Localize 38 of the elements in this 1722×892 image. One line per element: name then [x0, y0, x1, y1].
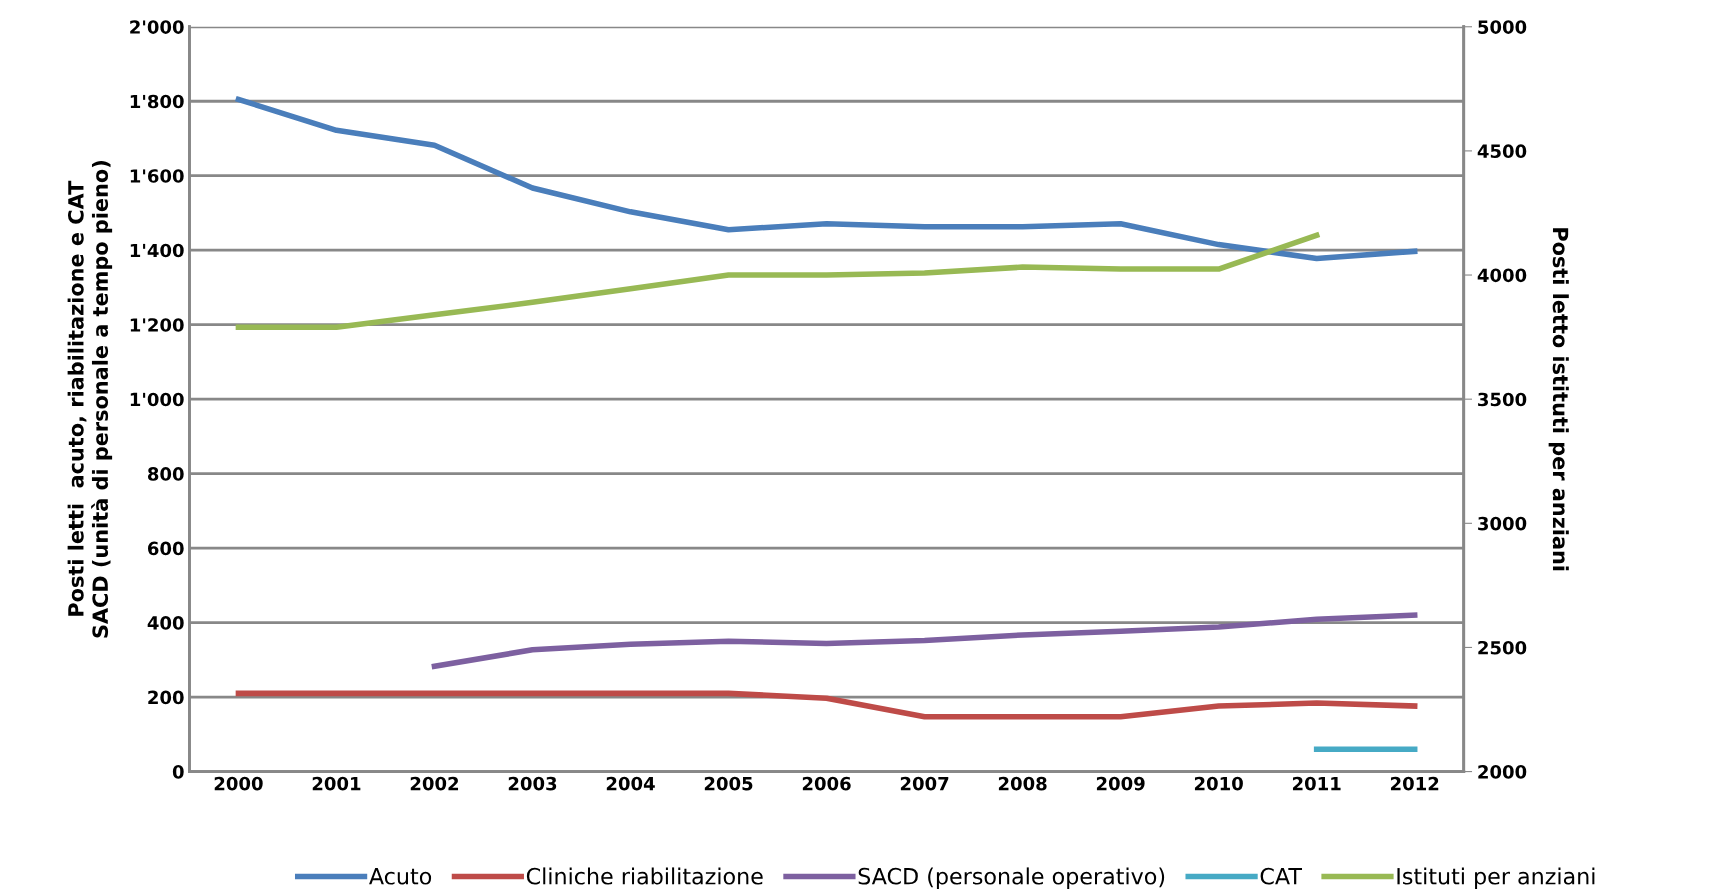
x-tick-label: 2011: [1292, 776, 1341, 791]
legend-label: Acuto: [369, 868, 432, 885]
x-tick-label: 2005: [704, 776, 753, 791]
legend-label: SACD (personale operativo): [858, 867, 1165, 889]
x-tick-label: 2008: [998, 776, 1047, 791]
y-tick-label: 600: [147, 541, 184, 556]
y2-tick-label: 5000: [1478, 20, 1527, 34]
x-tick-label: 2006: [802, 776, 851, 791]
y-tick-label: 200: [148, 690, 184, 705]
y2-tick-label: 3500: [1478, 392, 1527, 407]
y-tick-label: 1'600: [130, 169, 184, 183]
y-tick-label: 1'200: [130, 318, 184, 332]
y-tick-label: 400: [147, 616, 184, 630]
y2-tick-label: 2000: [1478, 765, 1527, 779]
legend-label: CAT: [1260, 867, 1303, 885]
x-tick-label: 2007: [900, 776, 949, 791]
y-tick-label: 1'000: [130, 392, 184, 407]
y-axis-title: Posti letti acuto, riabilitazione e CAT SACD (unità di personale a tempo pieno): [67, 161, 113, 638]
x-tick-label: 2000: [214, 776, 263, 791]
legend-label: Istituti per anziani: [1397, 867, 1595, 889]
y2-tick-label: 3000: [1478, 516, 1527, 531]
y-tick-label: 1'400: [130, 243, 184, 258]
x-tick-label: 2004: [606, 776, 655, 791]
legend-label: Cliniche riabilitazione: [526, 867, 763, 885]
y2-tick-label: 4000: [1477, 268, 1527, 283]
y2-axis-title: Posti letto istituti per anziani: [1548, 228, 1569, 571]
x-tick-label: 2012: [1390, 776, 1439, 791]
y-tick-label: 800: [147, 467, 184, 481]
y-tick-label: 2'000: [130, 20, 184, 34]
x-tick-label: 2002: [410, 776, 459, 791]
y2-tick-label: 4500: [1477, 144, 1527, 159]
x-tick-label: 2003: [508, 776, 557, 791]
x-tick-label: 2001: [312, 776, 361, 791]
x-tick-label: 2009: [1096, 776, 1145, 791]
y-tick-label: 1'800: [130, 94, 184, 109]
x-tick-label: 2010: [1194, 776, 1243, 791]
y2-tick-label: 2500: [1478, 640, 1527, 655]
y-tick-label: 0: [172, 765, 184, 779]
